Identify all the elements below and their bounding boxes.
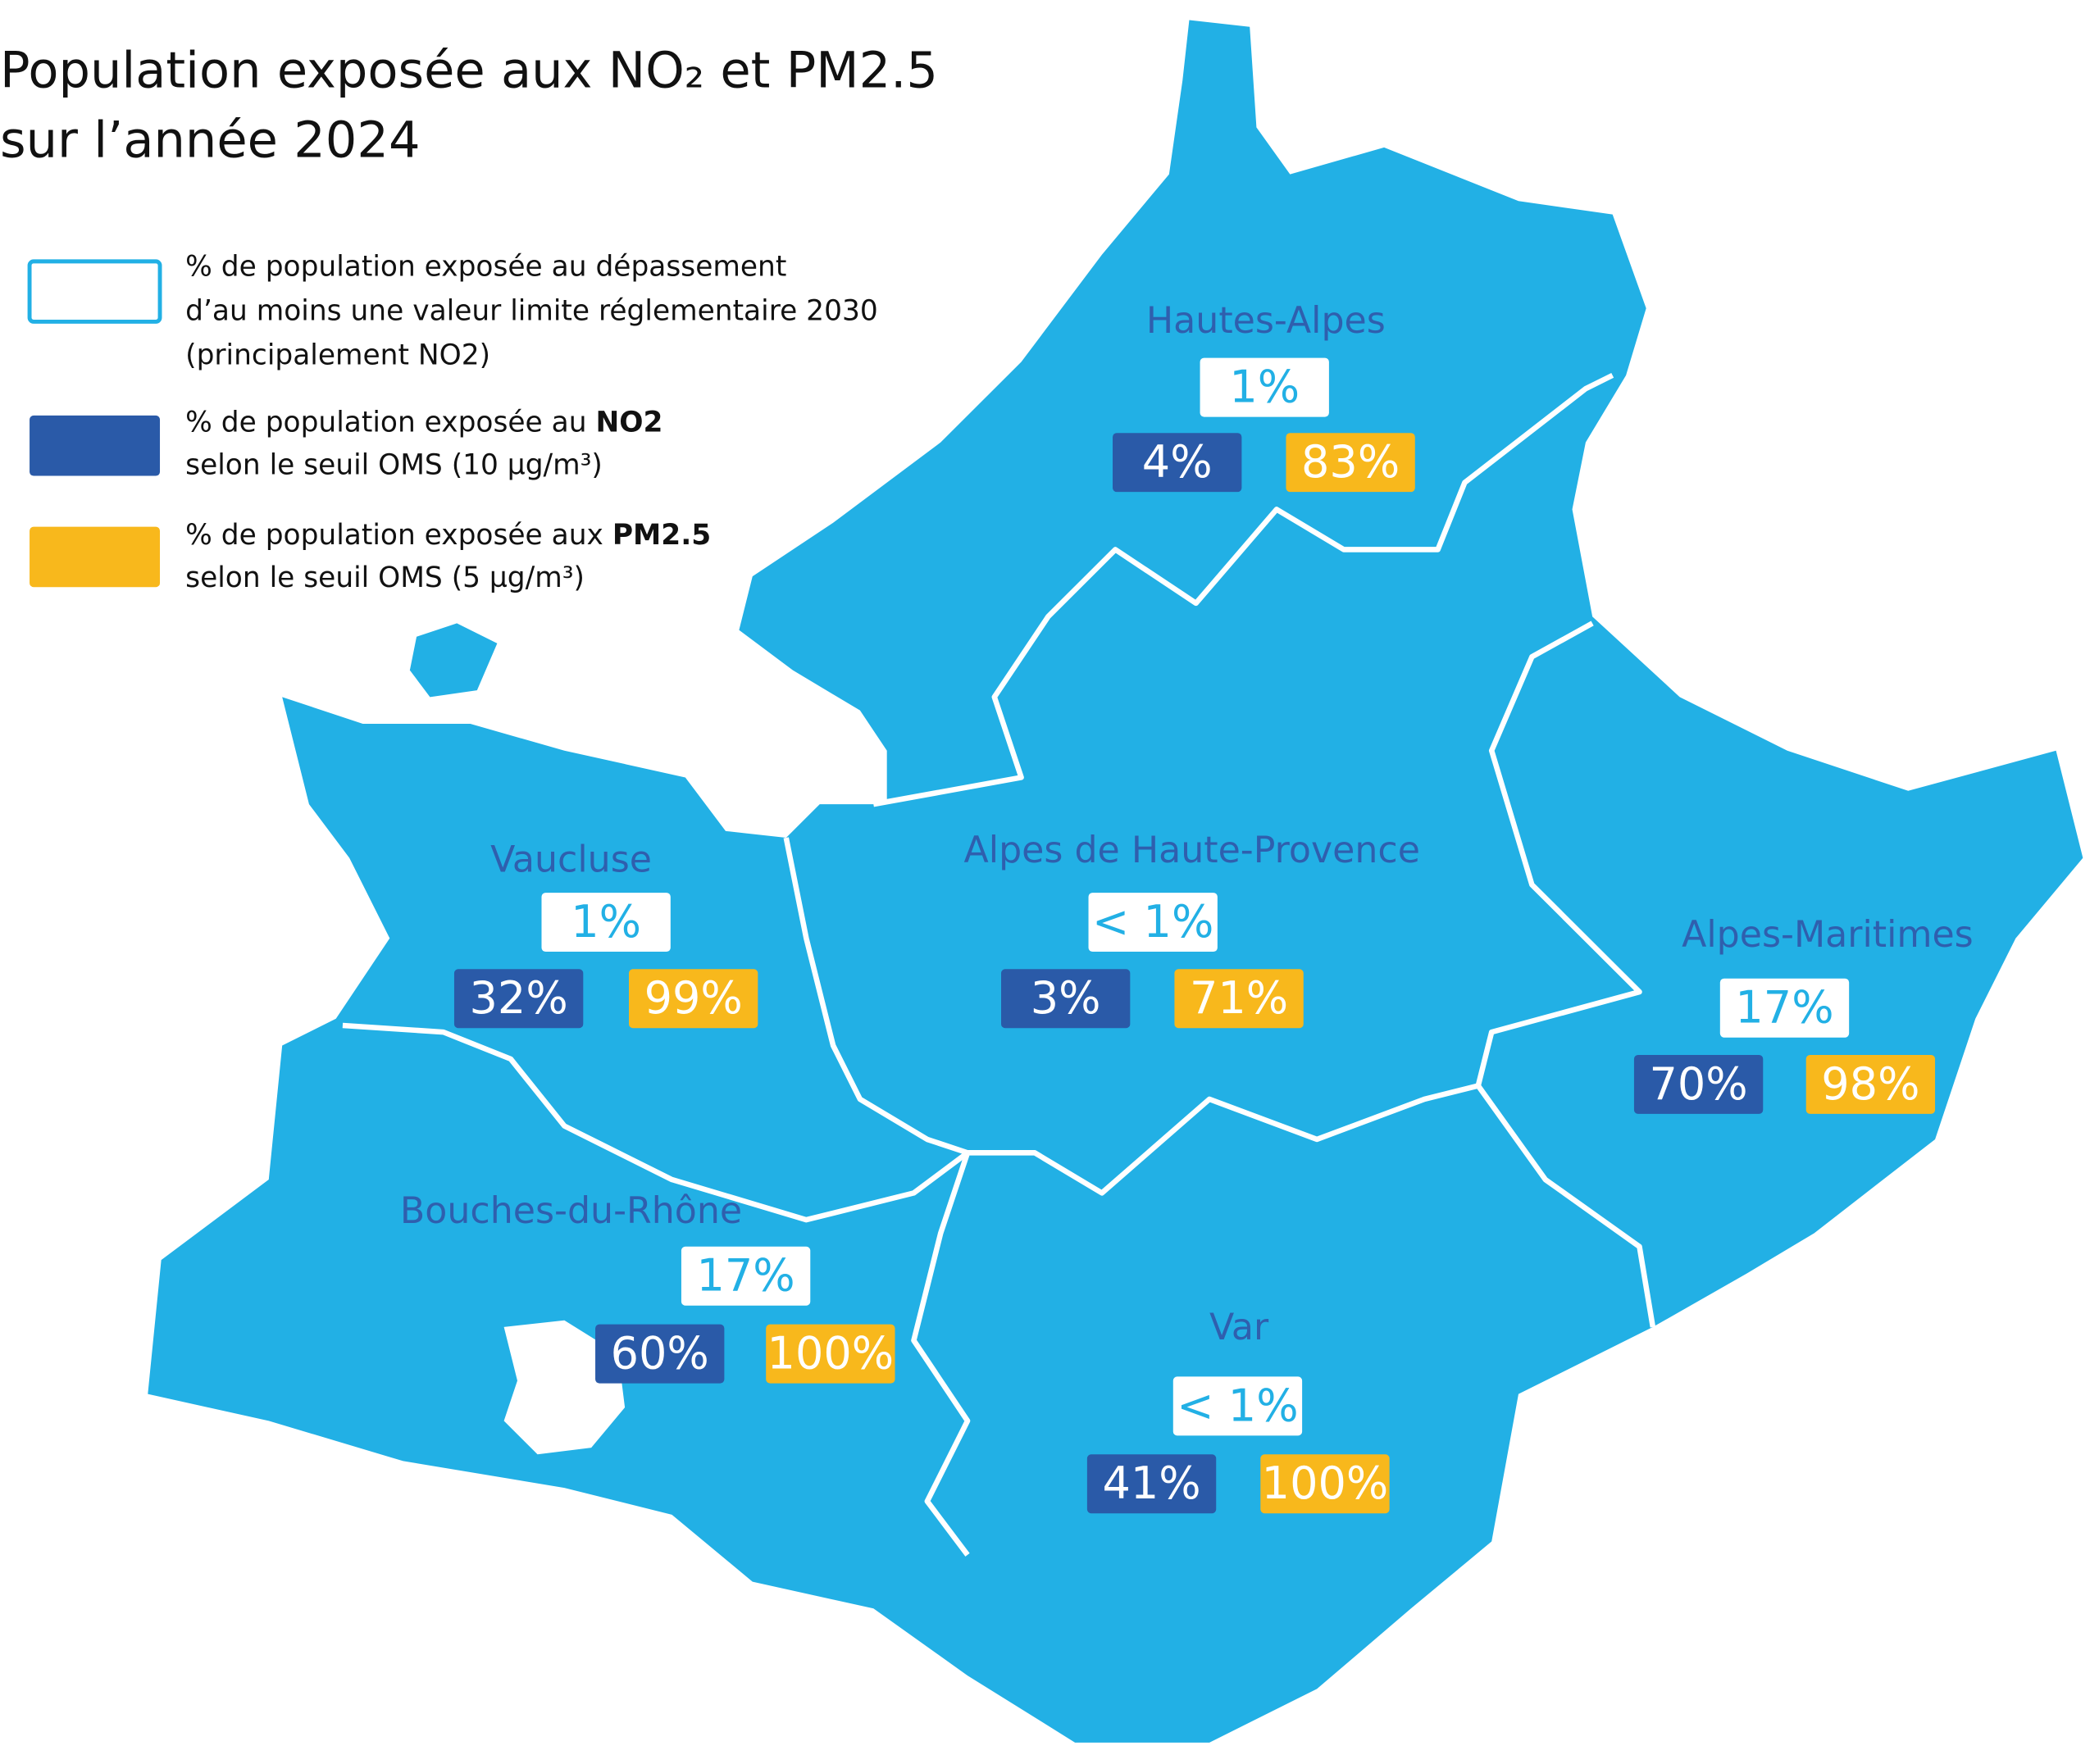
region-name: Vaucluse [490,839,652,881]
value-box [1113,433,1242,493]
value-box [766,1324,895,1384]
value-label: 1% [571,896,641,948]
value-label: 41% [1102,1457,1200,1509]
value-label: < 1% [1177,1380,1298,1431]
value-box [453,969,584,1029]
legend-part: % de population exposée aux [185,519,612,552]
legend-text: d’au moins une valeur limite réglementai… [185,295,878,328]
title: sur l’année 2024 [0,112,421,170]
legend-text: % de population exposée au NO2 [185,406,662,439]
legend-swatch [27,259,162,324]
region-shape [148,20,2083,1743]
region-name: Alpes de Haute-Provence [964,830,1420,871]
value-box [1088,893,1218,952]
value-label: 70% [1650,1058,1748,1110]
region-name: Alpes-Maritimes [1682,914,1974,956]
value-box [1200,357,1329,417]
region-name: Var [1209,1307,1269,1348]
value-box [541,893,671,952]
borders [342,372,1656,1557]
region-name: Bouches-du-Rhône [400,1190,742,1232]
legend-swatch [30,415,161,476]
value-label: 32% [470,972,568,1024]
legend-text: selon le seuil OMS (10 µg/m³) [185,449,603,482]
value-box [1805,1054,1936,1114]
border [1476,1084,1656,1328]
value-box [629,969,758,1029]
border [342,1022,969,1223]
value-label: 60% [611,1328,709,1380]
border [911,1152,971,1557]
value-label: 98% [1821,1058,1919,1110]
value-label: 3% [1031,972,1101,1024]
value-box [1633,1054,1764,1114]
legend-part: % de population exposée au [185,406,595,439]
value-label: 4% [1142,436,1213,488]
legend-text: (principalement NO2) [185,339,490,372]
value-box [1719,978,1850,1038]
value-box [681,1246,811,1306]
value-box [1260,1454,1390,1514]
value-label: 17% [697,1250,795,1302]
region-name: Hautes-Alpes [1146,300,1386,342]
legend-part: NO2 [595,406,662,439]
border [872,372,1614,807]
border [968,1083,1479,1196]
value-label: < 1% [1092,896,1213,948]
value-box [1286,433,1415,493]
value-box [1000,969,1131,1029]
value-box [595,1324,725,1384]
border [783,837,969,1156]
legend-part: PM2.5 [612,519,711,552]
value-box [1086,1454,1217,1514]
value-box [1172,1376,1303,1436]
value-label: 100% [767,1328,895,1380]
value-box [1174,969,1304,1029]
title: Population exposée aux NO₂ et PM2.5 [0,43,938,100]
value-label: 100% [1262,1457,1389,1509]
value-label: 17% [1735,982,1833,1034]
value-label: 99% [644,972,743,1024]
value-label: 83% [1301,436,1400,488]
legend-swatch [30,526,161,588]
value-label: 1% [1229,361,1300,413]
legend-text: selon le seuil OMS (5 µg/m³) [185,561,585,594]
value-label: 71% [1190,972,1288,1024]
border [1475,621,1642,1087]
legend-text: % de population exposée aux PM2.5 [185,519,711,552]
lagoon [503,1320,626,1455]
legend-text: % de population exposée au dépassement [185,251,786,284]
islet [409,623,498,698]
